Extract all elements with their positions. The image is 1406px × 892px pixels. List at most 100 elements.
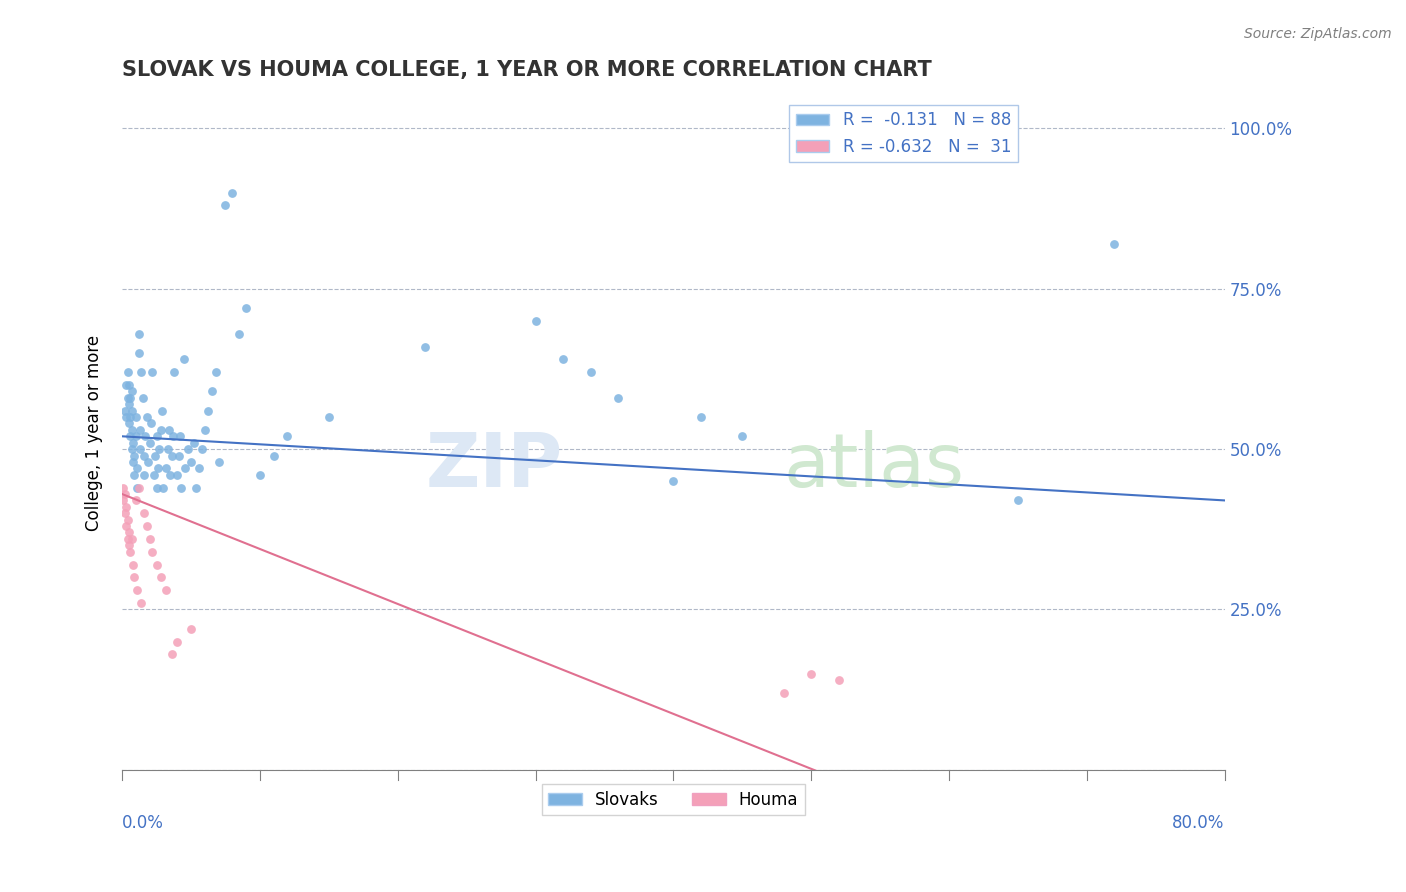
- Point: [772, 686, 794, 700]
- Point: [690, 410, 713, 425]
- Point: [132, 449, 155, 463]
- Point: [115, 519, 138, 533]
- Point: [170, 481, 193, 495]
- Point: [155, 583, 177, 598]
- Point: [118, 378, 141, 392]
- Point: [118, 525, 141, 540]
- Point: [121, 532, 143, 546]
- Point: [129, 423, 152, 437]
- Point: [524, 314, 547, 328]
- Text: 80.0%: 80.0%: [1173, 814, 1225, 831]
- Point: [136, 455, 159, 469]
- Point: [122, 558, 145, 572]
- Point: [263, 449, 285, 463]
- Point: [142, 467, 165, 482]
- Point: [120, 391, 142, 405]
- Point: [207, 455, 229, 469]
- Point: [145, 558, 167, 572]
- Point: [160, 449, 183, 463]
- Point: [149, 423, 172, 437]
- Point: [148, 442, 170, 457]
- Point: [162, 429, 184, 443]
- Point: [122, 455, 145, 469]
- Point: [124, 449, 146, 463]
- Point: [214, 198, 236, 212]
- Point: [132, 391, 155, 405]
- Point: [183, 435, 205, 450]
- Text: 0.0%: 0.0%: [122, 814, 165, 831]
- Point: [121, 403, 143, 417]
- Point: [159, 467, 181, 482]
- Point: [112, 481, 135, 495]
- Point: [413, 339, 436, 353]
- Point: [228, 326, 250, 341]
- Point: [129, 442, 152, 457]
- Point: [143, 449, 166, 463]
- Point: [180, 622, 202, 636]
- Point: [121, 423, 143, 437]
- Point: [160, 648, 183, 662]
- Point: [150, 403, 173, 417]
- Point: [135, 410, 157, 425]
- Point: [149, 570, 172, 584]
- Point: [157, 423, 180, 437]
- Point: [138, 435, 160, 450]
- Text: SLOVAK VS HOUMA COLLEGE, 1 YEAR OR MORE CORRELATION CHART: SLOVAK VS HOUMA COLLEGE, 1 YEAR OR MORE …: [122, 60, 932, 79]
- Point: [127, 461, 149, 475]
- Text: atlas: atlas: [783, 430, 965, 503]
- Point: [191, 442, 214, 457]
- Point: [124, 570, 146, 584]
- Point: [800, 666, 823, 681]
- Point: [201, 384, 224, 399]
- Point: [731, 429, 754, 443]
- Legend: Slovaks, Houma: Slovaks, Houma: [541, 784, 806, 815]
- Point: [188, 461, 211, 475]
- Point: [118, 538, 141, 552]
- Point: [186, 481, 208, 495]
- Point: [235, 301, 257, 315]
- Point: [163, 365, 186, 379]
- Point: [117, 391, 139, 405]
- Point: [125, 429, 148, 443]
- Point: [553, 352, 575, 367]
- Point: [141, 545, 163, 559]
- Point: [180, 455, 202, 469]
- Point: [579, 365, 602, 379]
- Point: [139, 417, 162, 431]
- Point: [128, 346, 150, 360]
- Point: [127, 481, 149, 495]
- Point: [197, 403, 219, 417]
- Point: [121, 384, 143, 399]
- Point: [1007, 493, 1029, 508]
- Point: [124, 467, 146, 482]
- Point: [249, 467, 271, 482]
- Point: [607, 391, 630, 405]
- Point: [276, 429, 298, 443]
- Point: [145, 429, 167, 443]
- Point: [117, 532, 139, 546]
- Point: [177, 442, 200, 457]
- Text: ZIP: ZIP: [426, 430, 564, 503]
- Point: [135, 519, 157, 533]
- Point: [115, 410, 138, 425]
- Point: [204, 365, 226, 379]
- Point: [118, 397, 141, 411]
- Point: [141, 365, 163, 379]
- Point: [155, 461, 177, 475]
- Point: [132, 506, 155, 520]
- Point: [166, 467, 188, 482]
- Point: [1104, 236, 1126, 251]
- Point: [174, 461, 197, 475]
- Y-axis label: College, 1 year or more: College, 1 year or more: [86, 335, 103, 531]
- Point: [138, 532, 160, 546]
- Point: [145, 481, 167, 495]
- Point: [114, 403, 136, 417]
- Point: [152, 481, 174, 495]
- Point: [134, 429, 156, 443]
- Point: [112, 493, 135, 508]
- Point: [122, 435, 145, 450]
- Point: [828, 673, 851, 687]
- Point: [131, 365, 153, 379]
- Point: [120, 410, 142, 425]
- Point: [121, 442, 143, 457]
